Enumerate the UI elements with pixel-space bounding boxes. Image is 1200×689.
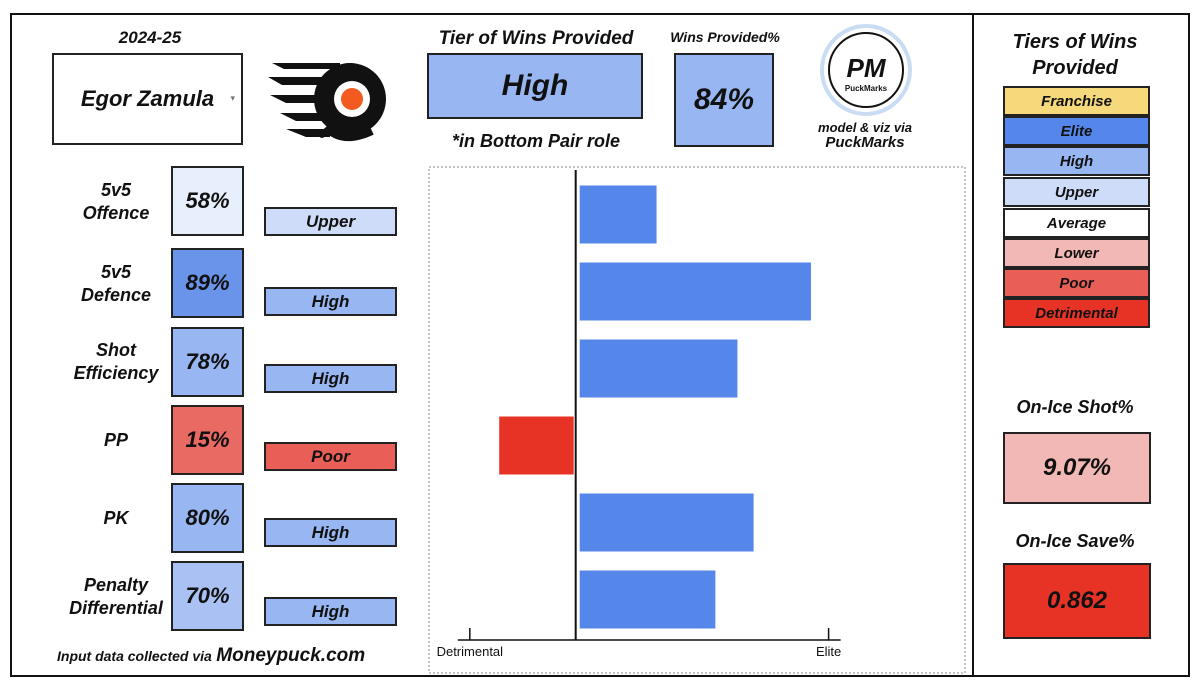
- metric-label: 5v5 Defence: [80, 262, 152, 305]
- legend-item-elite: Elite: [1003, 116, 1150, 146]
- bar-pp: [499, 416, 574, 475]
- bar-5v5-offence: [579, 185, 657, 244]
- chart-border: [428, 166, 966, 674]
- svg-text:PuckMarks: PuckMarks: [845, 84, 888, 93]
- metric-percent: 78%: [171, 327, 244, 397]
- x-tick-label-elite: Elite: [816, 644, 841, 659]
- data-source-footer: Input data collected via Moneypuck.com: [57, 645, 366, 666]
- legend-title: Tiers of Wins Provided: [1012, 31, 1138, 79]
- on-ice-shot-title: On-Ice Shot%: [1016, 397, 1134, 417]
- credit-line1: model & viz via: [818, 120, 912, 135]
- metric-percent: 70%: [171, 561, 244, 631]
- wins-provided-value: 84%: [674, 53, 774, 147]
- puckmarks-logo: PM PuckMarks: [820, 24, 912, 116]
- role-note: *in Bottom Pair role: [451, 131, 621, 151]
- metric-label: Shot Efficiency: [73, 340, 159, 383]
- tier-of-wins-value: High: [427, 53, 643, 119]
- bar-pk: [579, 493, 754, 552]
- player-select[interactable]: Egor Zamula ▾: [52, 53, 243, 145]
- metric-percent: 58%: [171, 166, 244, 236]
- metric-label: 5v5 Offence: [82, 180, 150, 223]
- metric-percent: 89%: [171, 248, 244, 318]
- legend-item-poor: Poor: [1003, 268, 1150, 298]
- dashboard-frame: [10, 13, 1190, 677]
- bar-shot-efficiency: [579, 339, 738, 398]
- metric-label: PK: [103, 507, 129, 528]
- player-name: Egor Zamula: [80, 86, 215, 111]
- tier-of-wins-title: Tier of Wins Provided: [438, 28, 634, 49]
- caret-down-icon[interactable]: ▾: [230, 93, 235, 103]
- legend-item-average: Average: [1003, 208, 1150, 238]
- legend-item-detrimental: Detrimental: [1003, 298, 1150, 328]
- metric-tier: High: [264, 518, 397, 547]
- season-label: 2024-25: [118, 28, 182, 47]
- legend-item-lower: Lower: [1003, 238, 1150, 268]
- metric-tier: High: [264, 364, 397, 393]
- moneypuck-link[interactable]: Moneypuck.com: [216, 645, 366, 666]
- metric-percent: 80%: [171, 483, 244, 553]
- on-ice-shot-value: 9.07%: [1003, 432, 1151, 504]
- wins-chart: Detrimental Elite: [428, 166, 966, 674]
- x-tick-label-detrimental: Detrimental: [437, 644, 504, 659]
- metric-tier: High: [264, 287, 397, 316]
- metric-label: Penalty Differential: [69, 575, 163, 618]
- svg-text:PM: PM: [847, 53, 887, 83]
- legend-item-franchise: Franchise: [1003, 86, 1150, 116]
- on-ice-save-value: 0.862: [1003, 563, 1151, 639]
- metric-percent: 15%: [171, 405, 244, 475]
- metric-tier: Poor: [264, 442, 397, 471]
- bar-5v5-defence: [579, 262, 811, 321]
- credit-line2: PuckMarks: [825, 134, 905, 151]
- metric-tier: High: [264, 597, 397, 626]
- on-ice-save-title: On-Ice Save%: [1015, 531, 1135, 551]
- metric-label: PP: [103, 429, 128, 450]
- legend-item-upper: Upper: [1003, 177, 1150, 207]
- legend-item-high: High: [1003, 146, 1150, 176]
- bar-penalty-differential: [579, 570, 716, 629]
- metric-tier: Upper: [264, 207, 397, 236]
- wins-chart-svg: Detrimental Elite: [428, 166, 966, 674]
- wins-provided-title: Wins Provided%: [670, 29, 780, 45]
- flyers-logo: [262, 55, 392, 147]
- right-panel-divider: [972, 13, 974, 677]
